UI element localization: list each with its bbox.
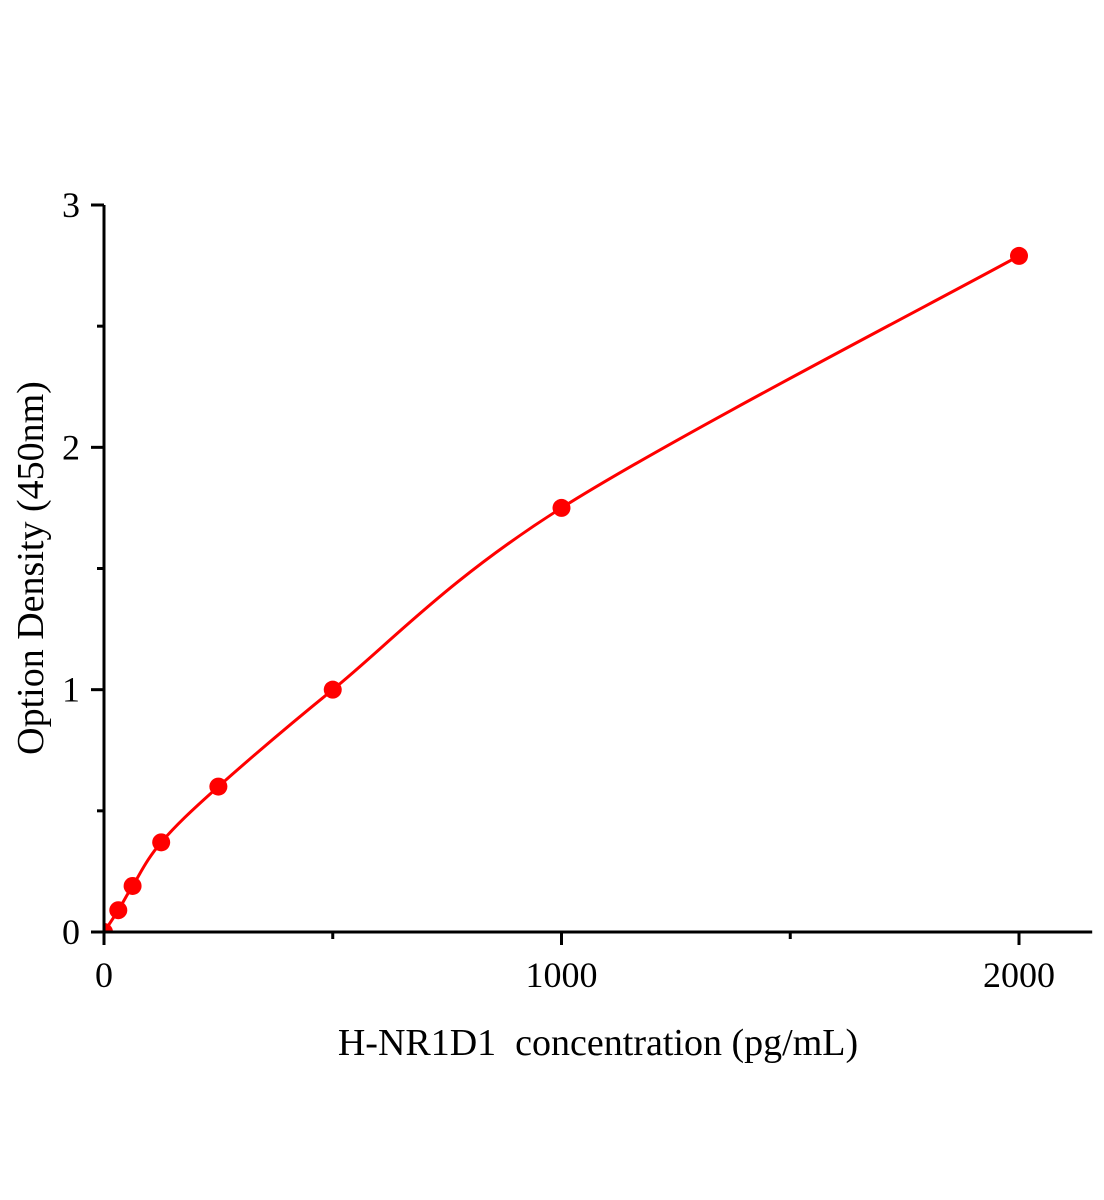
data-point xyxy=(552,498,571,517)
data-point xyxy=(104,923,113,932)
data-point xyxy=(109,901,128,920)
y-axis-label: Option Density (450nm) xyxy=(10,381,52,755)
x-tick-label: 1000 xyxy=(526,955,598,995)
data-point xyxy=(123,876,142,895)
x-tick-label: 0 xyxy=(95,955,113,995)
x-axis-label: H-NR1D1 concentration (pg/mL) xyxy=(338,1022,858,1064)
data-point xyxy=(323,680,342,699)
y-tick-label: 3 xyxy=(62,185,80,225)
y-tick-label: 2 xyxy=(62,427,80,467)
fit-curve xyxy=(104,254,1020,932)
data-point xyxy=(152,833,171,852)
x-tick-label: 2000 xyxy=(983,955,1055,995)
y-tick-label: 0 xyxy=(62,912,80,952)
data-point xyxy=(1010,246,1028,265)
y-tick-label: 1 xyxy=(62,670,80,710)
data-point xyxy=(209,777,228,796)
